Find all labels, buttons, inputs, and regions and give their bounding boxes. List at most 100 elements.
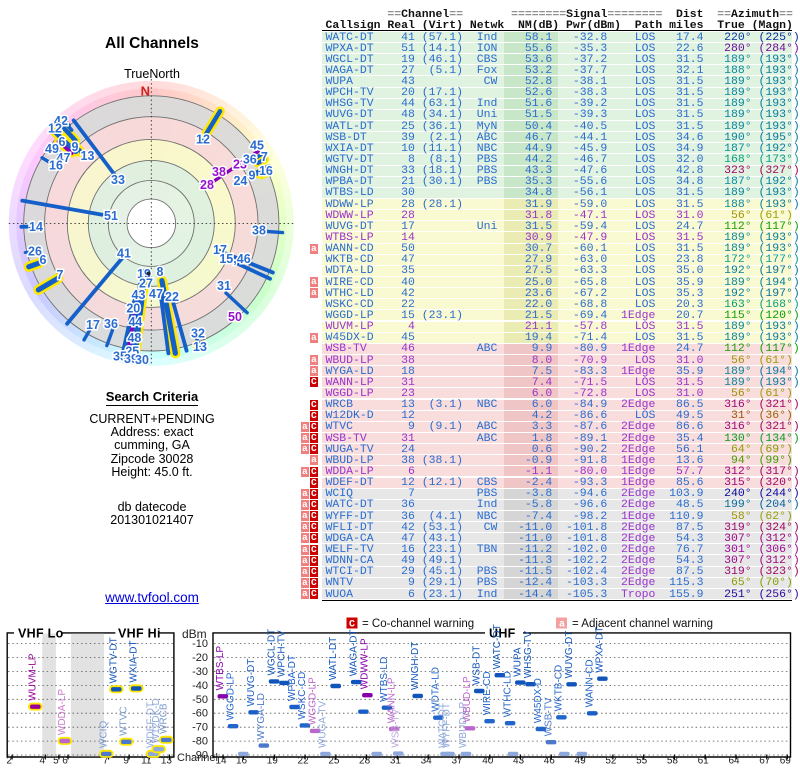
svg-text:WGGD-LP: WGGD-LP	[307, 677, 318, 725]
svg-text:47: 47	[57, 151, 71, 165]
svg-text:13: 13	[81, 149, 95, 163]
svg-text:49: 49	[575, 756, 587, 767]
svg-text:64: 64	[728, 756, 740, 767]
svg-text:67: 67	[759, 756, 771, 767]
svg-text:WTBS-LD: WTBS-LD	[379, 657, 390, 702]
svg-text:52: 52	[605, 756, 617, 767]
svg-text:27: 27	[139, 277, 153, 291]
svg-text:WHSG-TV: WHSG-TV	[523, 631, 534, 679]
svg-text:WATC-DT: WATC-DT	[438, 703, 449, 748]
svg-text:40: 40	[482, 756, 494, 767]
svg-text:61: 61	[698, 756, 710, 767]
svg-text:9: 9	[249, 169, 256, 183]
svg-text:16: 16	[236, 756, 248, 767]
svg-text:23: 23	[233, 158, 247, 172]
svg-text:WUVG-DT: WUVG-DT	[564, 631, 575, 679]
svg-text:17: 17	[86, 318, 100, 332]
svg-text:-20: -20	[192, 652, 208, 664]
svg-text:VHF Hi: VHF Hi	[118, 627, 161, 641]
svg-text:37: 37	[451, 756, 463, 767]
svg-text:43: 43	[513, 756, 525, 767]
svg-text:51: 51	[104, 209, 118, 223]
svg-text:31: 31	[217, 279, 231, 293]
svg-text:12: 12	[196, 133, 210, 147]
svg-text:WRCB: WRCB	[158, 703, 169, 734]
svg-text:WDDA-LP: WDDA-LP	[57, 689, 68, 735]
svg-text:N: N	[141, 84, 150, 99]
svg-text:-70: -70	[192, 722, 208, 734]
svg-text:W45DX-D: W45DX-D	[533, 678, 544, 723]
svg-text:9: 9	[123, 756, 129, 767]
svg-text:WTHC-LD: WTHC-LD	[502, 671, 513, 717]
svg-text:WCIQ: WCIQ	[99, 721, 110, 748]
svg-text:42: 42	[54, 114, 68, 128]
svg-text:25: 25	[328, 756, 340, 767]
svg-text:13: 13	[161, 756, 173, 767]
svg-text:WAGA-DT: WAGA-DT	[348, 629, 359, 676]
svg-text:VHF Lo: VHF Lo	[18, 627, 64, 641]
svg-text:a: a	[559, 620, 565, 631]
svg-text:28: 28	[359, 756, 371, 767]
svg-text:19: 19	[267, 756, 279, 767]
svg-text:UHF: UHF	[489, 627, 516, 641]
svg-text:W12DK-D: W12DK-D	[151, 698, 162, 743]
svg-text:20: 20	[126, 302, 140, 316]
svg-text:WIRE-CD: WIRE-CD	[482, 671, 493, 715]
svg-text:WKTB-CD: WKTB-CD	[554, 665, 565, 712]
svg-text:-90: -90	[192, 750, 208, 762]
svg-text:24: 24	[233, 174, 247, 188]
svg-text:-80: -80	[192, 736, 208, 748]
svg-text:-40: -40	[192, 680, 208, 692]
svg-text:Channel: Channel	[177, 752, 218, 764]
svg-text:32: 32	[191, 327, 205, 341]
svg-text:WYFF-DT: WYFF-DT	[442, 703, 453, 748]
svg-text:8: 8	[157, 265, 164, 279]
svg-text:15,46: 15,46	[219, 252, 250, 266]
svg-text:-50: -50	[192, 694, 208, 706]
svg-text:WBUD-LP: WBUD-LP	[458, 702, 469, 748]
svg-text:39: 39	[124, 352, 138, 366]
svg-text:34: 34	[421, 756, 433, 767]
svg-text:7: 7	[103, 756, 109, 767]
svg-text:WSB-DT: WSB-DT	[472, 646, 483, 685]
svg-text:= Co-channel warning: = Co-channel warning	[362, 618, 474, 630]
svg-text:22: 22	[298, 756, 310, 767]
svg-text:WUGA-TV: WUGA-TV	[318, 700, 329, 748]
svg-text:12: 12	[48, 122, 62, 136]
svg-text:WSKC-CD: WSKC-CD	[297, 672, 308, 720]
svg-text:50: 50	[228, 310, 242, 324]
svg-text:2: 2	[6, 756, 12, 767]
svg-text:WPBA-DT: WPBA-DT	[287, 655, 298, 701]
svg-text:WANN-CD: WANN-CD	[584, 659, 595, 707]
svg-text:36: 36	[104, 317, 118, 331]
svg-text:WUVG-DT: WUVG-DT	[246, 659, 257, 707]
svg-text:dBm: dBm	[182, 627, 207, 641]
svg-text:14: 14	[215, 756, 227, 767]
svg-text:22: 22	[165, 290, 179, 304]
svg-text:49: 49	[45, 142, 59, 156]
svg-text:11: 11	[141, 756, 152, 767]
svg-text:6: 6	[40, 253, 47, 267]
svg-text:-60: -60	[192, 708, 208, 720]
svg-text:7: 7	[57, 268, 64, 282]
svg-text:25: 25	[125, 344, 139, 358]
svg-text:28: 28	[200, 178, 214, 192]
svg-text:44: 44	[128, 315, 142, 329]
svg-text:WSB-TV: WSB-TV	[543, 697, 554, 736]
svg-text:16: 16	[259, 164, 273, 178]
svg-text:WGCL-DT: WGCL-DT	[266, 629, 277, 676]
svg-text:58: 58	[667, 756, 679, 767]
svg-text:9: 9	[72, 140, 79, 154]
svg-text:WDEF-DT: WDEF-DT	[145, 702, 156, 748]
svg-text:55: 55	[636, 756, 648, 767]
svg-text:WPXA-DT: WPXA-DT	[595, 627, 606, 673]
svg-text:6: 6	[59, 135, 66, 149]
svg-text:WSB-TV: WSB-TV	[390, 708, 401, 747]
svg-text:7: 7	[261, 150, 268, 164]
svg-text:30: 30	[135, 353, 149, 367]
svg-text:C: C	[349, 620, 355, 631]
svg-text:WUPA: WUPA	[513, 647, 524, 677]
svg-text:WXIA-DT: WXIA-DT	[129, 640, 140, 682]
svg-text:45: 45	[250, 138, 264, 152]
svg-text:WGGD-LP: WGGD-LP	[225, 672, 236, 720]
